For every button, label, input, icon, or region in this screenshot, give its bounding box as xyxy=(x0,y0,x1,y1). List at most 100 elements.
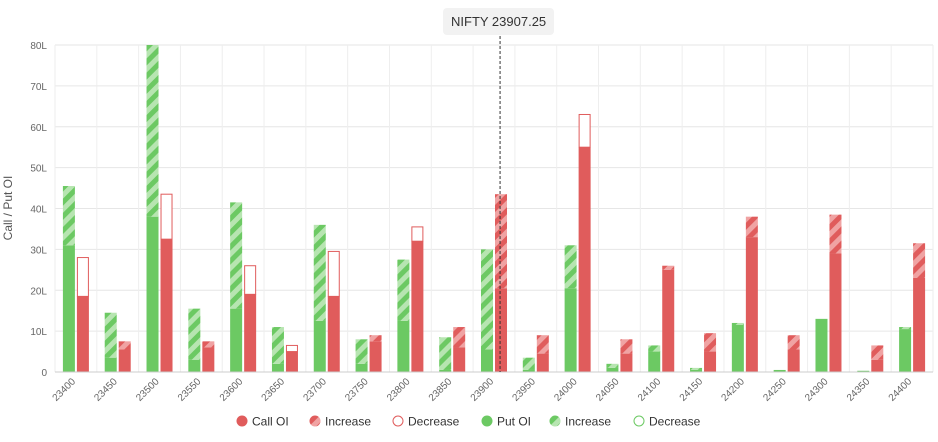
x-axis: 23400 23450 23500 23550 23600 23650 23700 23750… xyxy=(51,371,933,404)
call-oi-bar xyxy=(913,277,926,372)
legend-label: Call OI xyxy=(252,415,289,429)
legend-marker xyxy=(309,415,321,427)
put-oi-bar xyxy=(731,324,744,372)
call-decrease-bar xyxy=(285,344,298,353)
y-tick-label: 50L xyxy=(30,164,47,175)
call-oi-bar xyxy=(369,341,382,372)
x-tick-label: 24100 xyxy=(636,376,664,404)
x-tick-label: 24200 xyxy=(720,376,748,404)
call-oi-bar xyxy=(536,353,549,372)
put-increase-bar xyxy=(271,327,284,364)
put-increase-bar xyxy=(481,249,493,350)
call-increase-bar xyxy=(745,216,758,238)
call-increase-bar xyxy=(787,335,800,350)
put-oi-bar xyxy=(355,363,368,372)
x-tick-label: 23650 xyxy=(260,376,288,404)
put-increase-bar xyxy=(731,322,744,325)
put-increase-bar xyxy=(606,363,619,368)
call-decrease-bar xyxy=(327,250,340,297)
call-oi-bar xyxy=(453,347,466,372)
call-decrease-bar xyxy=(244,265,257,295)
call-oi-bar xyxy=(411,241,424,372)
legend-marker xyxy=(392,415,404,427)
call-oi-bar xyxy=(787,349,800,372)
call-increase-bar xyxy=(536,335,549,354)
legend-label: Put OI xyxy=(497,415,531,429)
x-tick-label: 23600 xyxy=(218,376,246,404)
put-increase-bar xyxy=(899,327,912,330)
call-oi-bar xyxy=(244,294,257,372)
put-increase-bar xyxy=(397,259,410,321)
y-tick-label: 10L xyxy=(30,327,47,338)
put-increase-bar xyxy=(690,367,703,370)
call-oi-bar xyxy=(118,349,131,372)
legend: Call OI Increase Decrease Put OI Increase Dec… xyxy=(236,415,701,429)
call-increase-bar xyxy=(662,265,675,270)
put-increase-bar xyxy=(62,186,75,246)
put-oi-bar xyxy=(857,370,870,372)
put-oi-bar xyxy=(773,369,786,372)
put-oi-bar xyxy=(606,367,619,372)
put-oi-bar xyxy=(564,288,577,372)
put-increase-bar xyxy=(355,339,368,364)
call-increase-bar xyxy=(118,341,131,350)
put-oi-bar xyxy=(230,308,243,372)
y-axis-title: Call / Put OI xyxy=(1,176,15,241)
put-increase-bar xyxy=(230,202,243,309)
put-oi-bar xyxy=(439,369,452,372)
x-tick-label: 23800 xyxy=(385,376,413,404)
spot-price-label: NIFTY 23907.25 xyxy=(443,8,555,35)
call-oi-bar xyxy=(620,353,633,372)
put-oi-bar xyxy=(271,363,284,372)
x-tick-label: 24400 xyxy=(887,376,915,404)
call-oi-bar xyxy=(704,351,717,372)
x-tick-label: 23400 xyxy=(51,376,79,404)
call-increase-bar xyxy=(704,333,717,352)
call-increase-bar xyxy=(871,345,884,360)
call-oi-bar xyxy=(871,359,884,372)
put-oi-bar xyxy=(104,357,117,372)
call-decrease-bar xyxy=(76,257,89,297)
y-axis: 0 10L 20L 30L 40L 50L 60L 70L 80L xyxy=(30,41,47,379)
y-tick-label: 0 xyxy=(41,368,47,379)
call-decrease-bar xyxy=(578,113,591,148)
put-oi-bar xyxy=(481,349,493,372)
call-increase-bar xyxy=(829,214,842,254)
call-oi-bar xyxy=(160,239,173,372)
legend-label: Increase xyxy=(325,415,371,429)
x-tick-label: 23950 xyxy=(510,376,538,404)
legend-marker xyxy=(481,415,493,427)
put-increase-bar xyxy=(522,357,535,370)
legend-marker xyxy=(236,415,248,427)
call-increase-bar xyxy=(620,339,633,354)
x-tick-label: 24050 xyxy=(594,376,622,404)
call-increase-bar xyxy=(202,341,215,348)
x-tick-label: 23450 xyxy=(92,376,120,404)
x-tick-label: 24350 xyxy=(845,376,873,404)
call-oi-bar xyxy=(662,269,675,372)
put-increase-bar xyxy=(648,345,661,352)
y-tick-label: 80L xyxy=(30,41,47,52)
put-increase-bar xyxy=(104,312,117,358)
y-tick-label: 70L xyxy=(30,82,47,93)
x-tick-label: 23750 xyxy=(343,376,371,404)
y-tick-label: 30L xyxy=(30,245,47,256)
x-tick-label: 24300 xyxy=(803,376,831,404)
call-oi-bar xyxy=(495,288,507,372)
y-tick-label: 40L xyxy=(30,205,47,216)
x-tick-label: 23850 xyxy=(427,376,455,404)
put-increase-bar xyxy=(146,45,159,217)
legend-label: Increase xyxy=(565,415,611,429)
bars xyxy=(62,45,926,372)
call-increase-bar xyxy=(453,327,466,348)
call-oi-bar xyxy=(76,296,89,372)
call-oi-bar xyxy=(829,253,842,372)
put-oi-bar xyxy=(522,369,535,372)
put-increase-bar xyxy=(188,308,201,360)
put-oi-bar xyxy=(313,320,326,372)
call-oi-bar xyxy=(578,147,591,372)
x-tick-label: 23550 xyxy=(176,376,204,404)
call-decrease-bar xyxy=(160,193,173,240)
x-tick-label: 23900 xyxy=(469,376,497,404)
call-increase-bar xyxy=(369,335,382,342)
